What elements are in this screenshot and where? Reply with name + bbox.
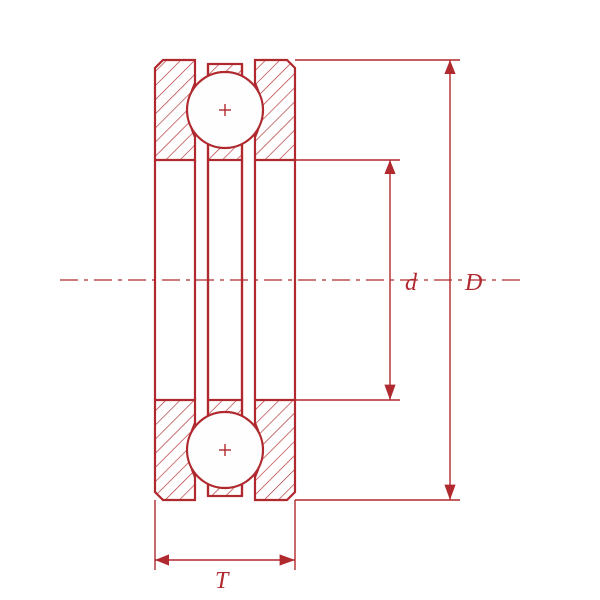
dim-label-D: D — [464, 270, 482, 296]
dim-label-d: d — [405, 270, 418, 296]
dim-label-T: T — [215, 568, 230, 594]
